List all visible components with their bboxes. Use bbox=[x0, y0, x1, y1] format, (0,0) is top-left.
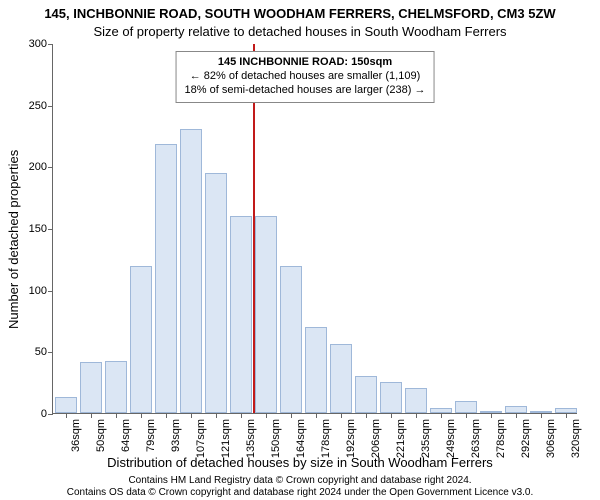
histogram-bar bbox=[230, 216, 252, 413]
x-tick-label: 221sqm bbox=[395, 419, 407, 458]
x-tick-label: 164sqm bbox=[295, 419, 307, 458]
y-tick bbox=[48, 106, 53, 107]
histogram-bar bbox=[80, 362, 102, 413]
x-tick bbox=[66, 413, 67, 418]
x-tick bbox=[241, 413, 242, 418]
x-tick bbox=[391, 413, 392, 418]
annotation-line3: 18% of semi-detached houses are larger (… bbox=[185, 84, 426, 98]
y-tick bbox=[48, 352, 53, 353]
x-tick bbox=[416, 413, 417, 418]
x-tick-label: 107sqm bbox=[195, 419, 207, 458]
histogram-bar bbox=[105, 361, 127, 413]
y-tick-label: 200 bbox=[29, 161, 47, 173]
x-tick bbox=[466, 413, 467, 418]
x-tick bbox=[91, 413, 92, 418]
annotation-line1: 145 INCHBONNIE ROAD: 150sqm bbox=[185, 56, 426, 70]
x-tick-label: 64sqm bbox=[120, 419, 132, 452]
y-tick-label: 150 bbox=[29, 223, 47, 235]
annotation-line2: ← 82% of detached houses are smaller (1,… bbox=[185, 70, 426, 84]
y-tick-label: 50 bbox=[35, 346, 47, 358]
y-tick-label: 300 bbox=[29, 38, 47, 50]
histogram-bar bbox=[55, 397, 77, 413]
histogram-bar bbox=[330, 344, 352, 413]
y-tick bbox=[48, 414, 53, 415]
chart-title-line1: 145, INCHBONNIE ROAD, SOUTH WOODHAM FERR… bbox=[0, 6, 600, 21]
x-axis-label: Distribution of detached houses by size … bbox=[0, 455, 600, 470]
x-tick bbox=[491, 413, 492, 418]
y-tick-label: 100 bbox=[29, 285, 47, 297]
y-tick-label: 0 bbox=[41, 408, 47, 420]
chart-container: { "chart": { "type": "histogram", "title… bbox=[0, 0, 600, 500]
x-tick-label: 135sqm bbox=[245, 419, 257, 458]
x-tick-label: 206sqm bbox=[370, 419, 382, 458]
x-tick bbox=[541, 413, 542, 418]
y-tick bbox=[48, 167, 53, 168]
x-tick-label: 79sqm bbox=[145, 419, 157, 452]
x-tick bbox=[441, 413, 442, 418]
histogram-bar bbox=[130, 266, 152, 413]
x-tick-label: 249sqm bbox=[445, 419, 457, 458]
plot-area: 145 INCHBONNIE ROAD: 150sqm ← 82% of det… bbox=[52, 44, 577, 414]
x-tick-label: 178sqm bbox=[320, 419, 332, 458]
histogram-bar bbox=[280, 266, 302, 413]
y-tick bbox=[48, 291, 53, 292]
x-tick-label: 192sqm bbox=[345, 419, 357, 458]
x-tick bbox=[191, 413, 192, 418]
footer-line2: Contains OS data © Crown copyright and d… bbox=[0, 487, 600, 499]
histogram-bar bbox=[305, 327, 327, 413]
histogram-bar bbox=[155, 144, 177, 413]
x-tick bbox=[266, 413, 267, 418]
y-tick bbox=[48, 44, 53, 45]
histogram-bar bbox=[180, 129, 202, 413]
histogram-bar bbox=[355, 376, 377, 413]
histogram-bar bbox=[405, 388, 427, 413]
x-tick bbox=[166, 413, 167, 418]
x-tick bbox=[516, 413, 517, 418]
x-tick-label: 292sqm bbox=[520, 419, 532, 458]
x-tick-label: 320sqm bbox=[570, 419, 582, 458]
x-tick-label: 36sqm bbox=[70, 419, 82, 452]
histogram-bar bbox=[255, 216, 277, 413]
histogram-bar bbox=[505, 406, 527, 413]
x-tick-label: 121sqm bbox=[220, 419, 232, 458]
x-tick bbox=[291, 413, 292, 418]
x-tick-label: 278sqm bbox=[495, 419, 507, 458]
x-tick bbox=[341, 413, 342, 418]
x-tick-label: 306sqm bbox=[545, 419, 557, 458]
histogram-bar bbox=[380, 382, 402, 413]
y-axis-label: Number of detached properties bbox=[6, 150, 21, 329]
footer-attribution: Contains HM Land Registry data © Crown c… bbox=[0, 475, 600, 498]
x-tick bbox=[316, 413, 317, 418]
x-tick bbox=[216, 413, 217, 418]
annotation-box: 145 INCHBONNIE ROAD: 150sqm ← 82% of det… bbox=[176, 51, 435, 102]
y-tick-label: 250 bbox=[29, 100, 47, 112]
x-tick bbox=[366, 413, 367, 418]
x-tick-label: 50sqm bbox=[95, 419, 107, 452]
x-tick bbox=[141, 413, 142, 418]
x-tick-label: 150sqm bbox=[270, 419, 282, 458]
x-tick-label: 235sqm bbox=[420, 419, 432, 458]
x-tick bbox=[566, 413, 567, 418]
x-tick bbox=[116, 413, 117, 418]
chart-title-line2: Size of property relative to detached ho… bbox=[0, 24, 600, 39]
x-tick-label: 93sqm bbox=[170, 419, 182, 452]
x-tick-label: 263sqm bbox=[470, 419, 482, 458]
y-tick bbox=[48, 229, 53, 230]
histogram-bar bbox=[205, 173, 227, 414]
histogram-bar bbox=[455, 401, 477, 413]
footer-line1: Contains HM Land Registry data © Crown c… bbox=[0, 475, 600, 487]
